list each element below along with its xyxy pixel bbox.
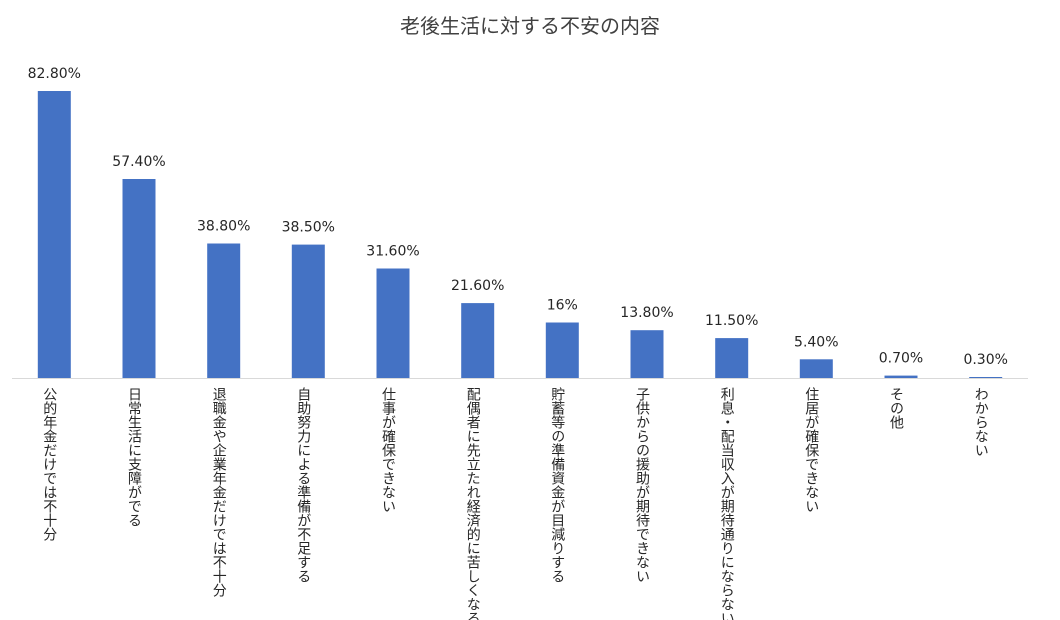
data-label-7: 13.80%	[620, 305, 673, 321]
bar-6	[545, 322, 579, 378]
category-label-8: 利息・配当収入が期待通りにならない	[719, 387, 735, 620]
category-label-11: わからない	[973, 387, 989, 457]
data-label-0: 82.80%	[28, 66, 81, 82]
category-label-0: 公的年金だけでは不十分	[41, 387, 57, 542]
chart-title: 老後生活に対する不安の内容	[400, 14, 660, 38]
category-label-7: 子供からの援助が期待できない	[634, 387, 650, 583]
bar-10	[884, 375, 918, 378]
category-label-6: 貯蓄等の準備資金が目減りする	[549, 387, 565, 583]
bar-3	[291, 244, 325, 378]
category-label-4: 仕事が確保できない	[380, 387, 396, 513]
data-label-6: 16%	[547, 298, 578, 314]
bar-5	[461, 303, 495, 378]
bar-9	[799, 359, 833, 378]
category-label-5: 配偶者に先立たれ経済的に苦しくなる	[465, 387, 481, 620]
data-label-11: 0.30%	[963, 352, 1007, 368]
category-label-1: 日常生活に支障がでる	[126, 387, 142, 527]
data-label-1: 57.40%	[112, 154, 165, 170]
bar-11	[969, 377, 1003, 378]
category-label-3: 自助努力による準備が不足する	[295, 387, 311, 583]
data-label-5: 21.60%	[451, 278, 504, 294]
category-label-2: 退職金や企業年金だけでは不十分	[211, 387, 227, 598]
data-label-3: 38.50%	[282, 220, 335, 236]
category-label-9: 住居が確保できない	[803, 387, 819, 513]
data-label-9: 5.40%	[794, 334, 838, 350]
bar-2	[207, 243, 241, 378]
data-label-4: 31.60%	[366, 244, 419, 260]
bar-8	[715, 338, 749, 378]
bar-0	[37, 91, 71, 378]
bar-4	[376, 268, 410, 378]
data-label-8: 11.50%	[705, 313, 758, 329]
bar-1	[122, 179, 156, 378]
category-label-10: その他	[888, 387, 904, 430]
data-label-2: 38.80%	[197, 219, 250, 235]
bar-7	[630, 330, 664, 378]
data-label-10: 0.70%	[879, 351, 923, 367]
